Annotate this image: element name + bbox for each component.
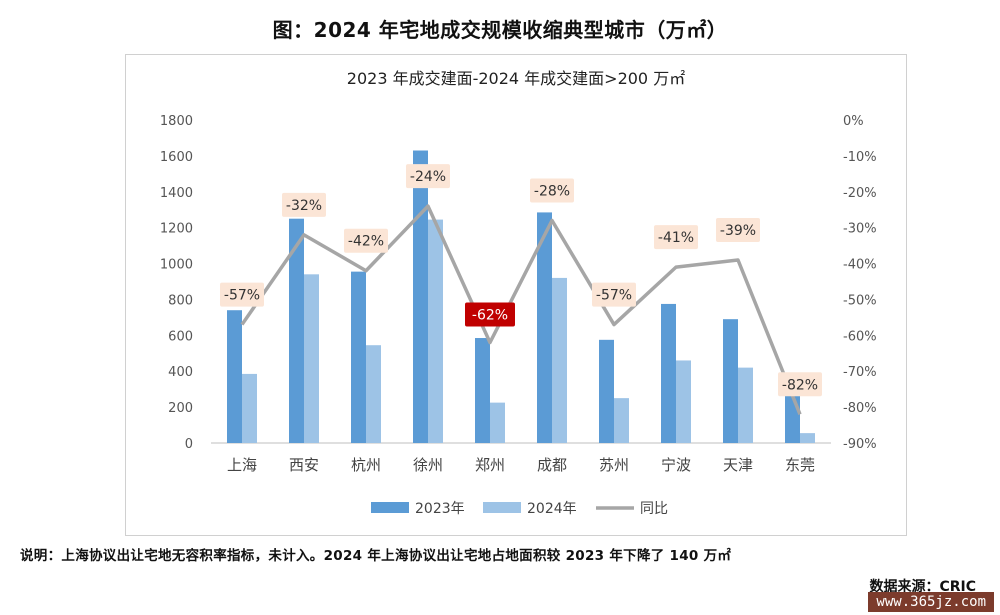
y-right-tick-label: -40%: [843, 258, 877, 273]
x-tick-label: 郑州: [475, 456, 505, 474]
y-right-tick-label: -90%: [843, 437, 877, 452]
x-tick-label: 西安: [289, 456, 319, 474]
chart-area: 2023 年成交建面-2024 年成交建面>200 万㎡ 0 200 400 600 8…: [125, 54, 907, 536]
bar-2023: [537, 212, 552, 443]
bar-2023: [289, 218, 304, 443]
y-right-tick-label: 0%: [843, 114, 864, 129]
y-right-tick-label: -10%: [843, 150, 877, 165]
bar-2023: [475, 338, 490, 443]
y-left-tick-label: 1000: [160, 258, 193, 273]
page-title: 图：2024 年宅地成交规模收缩典型城市（万㎡）: [272, 18, 728, 42]
legend-label-2024: 2024年: [527, 501, 577, 517]
data-label: -82%: [782, 377, 818, 393]
data-label-bg: [778, 372, 822, 397]
y-left-tick-label: 1200: [160, 222, 193, 237]
y-left-tick-label: 400: [168, 365, 193, 380]
y-right-tick-label: -80%: [843, 401, 877, 416]
footnote: 说明：上海协议出让宅地无容积率指标，未计入。2024 年上海协议出让宅地占地面积…: [20, 548, 732, 564]
x-tick-label: 徐州: [413, 456, 443, 474]
legend-swatch-2023: [371, 502, 409, 513]
x-tick-label: 苏州: [599, 456, 629, 474]
yoy-line: [240, 204, 802, 415]
data-label-bg: [220, 282, 264, 307]
y-right-tick-label: -50%: [843, 293, 877, 308]
bar-2024: [490, 402, 505, 443]
data-label: -42%: [348, 234, 384, 250]
data-label: -62%: [472, 308, 508, 324]
data-label-bg: [716, 217, 760, 242]
bar-2023: [227, 310, 242, 443]
bar-2023: [723, 319, 738, 443]
watermark: www.365jz.com: [868, 592, 994, 612]
bar-2024: [800, 433, 815, 443]
chart-title: 2023 年成交建面-2024 年成交建面>200 万㎡: [346, 69, 686, 88]
bar-2023: [599, 339, 614, 443]
y-right-tick-label: -30%: [843, 222, 877, 237]
bar-2024: [738, 367, 753, 443]
data-label: -57%: [224, 288, 260, 304]
bar-2024: [428, 219, 443, 443]
data-label: -41%: [658, 230, 694, 246]
data-label-bg: [344, 228, 388, 253]
x-tick-label: 上海: [227, 456, 257, 474]
y-left-tick-label: 800: [168, 293, 193, 308]
legend-label-yoy: 同比: [640, 501, 668, 517]
y-left-tick-label: 200: [168, 401, 193, 416]
data-label-bg: [465, 302, 515, 327]
legend-swatch-2024: [483, 502, 521, 513]
data-label: -57%: [596, 288, 632, 304]
y-right-tick-label: -70%: [843, 365, 877, 380]
combo-chart: 0 200 400 600 800 1000 1200 1400 1600 1800 0% -10% -…: [160, 114, 877, 517]
y-left-tick-label: 1800: [160, 114, 193, 129]
x-tick-label: 杭州: [351, 456, 381, 474]
x-tick-label: 成都: [537, 456, 567, 474]
data-label: -24%: [410, 169, 446, 185]
x-tick-label: 宁波: [661, 456, 691, 474]
x-tick-label: 东莞: [785, 456, 815, 474]
bar-2023: [351, 271, 366, 443]
bar-2024: [676, 360, 691, 443]
data-label-bg: [530, 178, 574, 203]
data-label-bg: [406, 164, 450, 189]
data-source: 数据来源：CRIC: [869, 579, 976, 595]
legend-label-2023: 2023年: [415, 501, 465, 517]
data-label-bg: [282, 192, 326, 217]
data-label: -39%: [720, 223, 756, 239]
data-label-bg: [592, 282, 636, 307]
bar-2024: [614, 398, 629, 443]
data-label: -28%: [534, 183, 570, 199]
x-tick-label: 天津: [723, 456, 753, 474]
y-left-tick-label: 1400: [160, 186, 193, 201]
y-left-tick-label: 0: [185, 437, 193, 452]
y-right-tick-label: -60%: [843, 329, 877, 344]
data-label-bg: [654, 225, 698, 250]
y-right-tick-label: -20%: [843, 186, 877, 201]
y-left-tick-label: 600: [168, 329, 193, 344]
bar-2023: [661, 303, 676, 443]
bar-2024: [304, 274, 319, 443]
bar-2023: [413, 150, 428, 443]
bar-2024: [366, 345, 381, 443]
bar-2024: [552, 277, 567, 443]
y-left-tick-label: 1600: [160, 150, 193, 165]
data-label: -32%: [286, 198, 322, 214]
bar-2024: [242, 373, 257, 443]
